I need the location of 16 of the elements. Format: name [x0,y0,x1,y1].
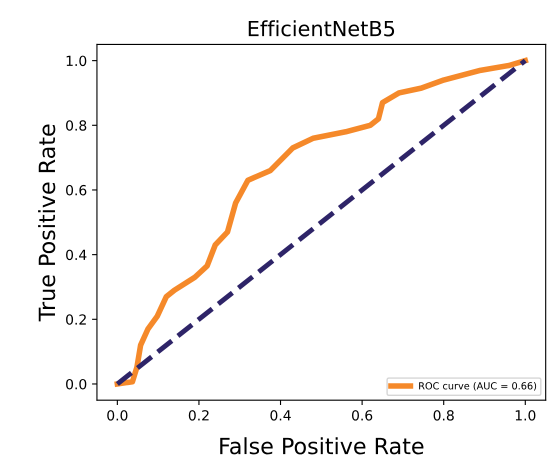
y-axis-title: True Positive Rate [38,124,56,322]
y-tick-label: 0.0 [66,378,86,390]
legend-label: ROC curve (AUC = 0.66) [419,382,536,391]
x-tick-label: 0.4 [270,410,291,421]
x-tick-label: 1.0 [516,410,536,421]
x-tick-label: 0.8 [434,410,454,421]
x-tick-label: 0.2 [188,410,209,421]
y-tick-label: 0.8 [66,120,86,131]
y-tick-label: 0.2 [66,314,86,325]
chart-title: EfficientNetB5 [248,20,394,36]
x-axis-title: False Positive Rate [220,437,424,454]
y-tick-label: 0.6 [66,184,86,196]
y-tick-label: 0.4 [66,250,86,260]
y-tick-label: 1.0 [66,56,86,66]
x-tick-label: 0.0 [107,410,128,421]
x-tick-label: 0.6 [352,410,372,421]
